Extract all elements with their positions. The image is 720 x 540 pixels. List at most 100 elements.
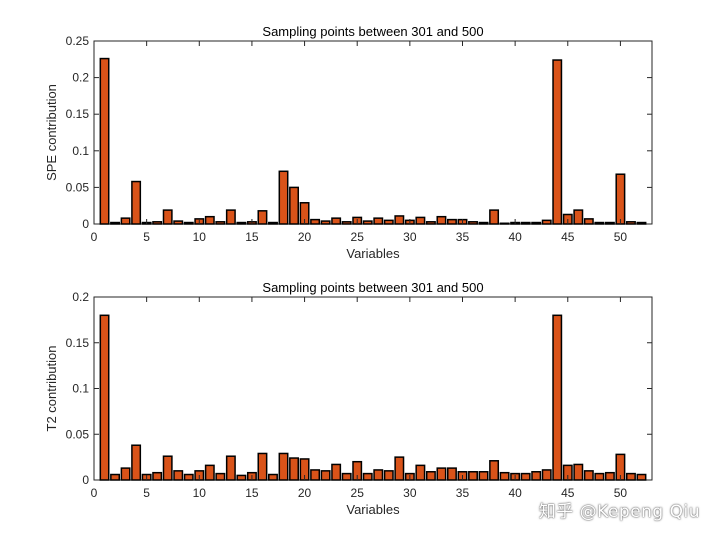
bar-var-11 [204, 464, 215, 481]
bar-var-14 [236, 221, 247, 225]
bar-var-4 [131, 444, 142, 481]
bar-var-34 [447, 218, 457, 225]
y-tick-label: 0.15 [66, 107, 90, 121]
bar-var-32 [425, 471, 436, 481]
y-tick-label: 0.2 [72, 290, 89, 304]
bar-var-44 [552, 314, 563, 481]
y-tick-label: 0.1 [72, 382, 89, 396]
bar-var-36 [468, 221, 478, 225]
x-tick-label: 10 [193, 230, 207, 244]
bar-var-29 [394, 456, 405, 481]
bar-var-18 [278, 170, 289, 225]
t2-contribution-subplot: 0 5 10 15 20 25 30 35 40 45 50 0 0.05 0.1 0.15 0.2 Sampl… [44, 280, 653, 517]
bar-var-37 [478, 221, 489, 225]
bar-var-7 [162, 455, 173, 481]
bar-var-46 [573, 209, 584, 225]
bar-var-1 [99, 314, 110, 481]
bar-var-17 [268, 473, 278, 481]
bar-var-26 [362, 220, 373, 225]
x-tick-label: 25 [351, 230, 365, 244]
x-tick-label: 45 [561, 230, 575, 244]
x-tick-label: 45 [561, 486, 575, 500]
y-tick-label: 0.2 [72, 71, 89, 85]
bar-var-6 [152, 471, 163, 481]
bar-var-47 [583, 218, 594, 225]
x-tick-label: 20 [298, 230, 312, 244]
bar-var-14 [236, 474, 247, 481]
bar-var-27 [373, 217, 384, 225]
x-axis-label: Variables [346, 502, 400, 517]
bar-var-13 [225, 455, 236, 481]
watermark: 知乎 @Kepeng Qiu [538, 502, 700, 522]
bar-var-24 [341, 221, 352, 225]
y-axis-label: T2 contribution [44, 346, 59, 432]
axes-box [93, 40, 653, 225]
bar-var-50 [615, 173, 626, 225]
bar-var-3 [120, 217, 131, 225]
bar-var-42 [531, 471, 542, 481]
x-tick-label: 0 [91, 230, 98, 244]
bar-var-16 [257, 452, 268, 481]
bar-var-43 [541, 469, 552, 481]
bar-var-27 [373, 469, 384, 481]
x-tick-label: 15 [245, 486, 259, 500]
y-tick-label: 0.25 [66, 34, 90, 48]
y-axis-label: SPE contribution [44, 84, 59, 181]
bar-var-31 [415, 464, 426, 481]
bar-var-52 [636, 473, 647, 481]
axes-box [93, 296, 653, 481]
bar-var-48 [594, 221, 605, 225]
bar-var-22 [320, 220, 331, 225]
bar-var-43 [541, 219, 552, 225]
x-tick-label: 25 [351, 486, 365, 500]
bar-var-41 [520, 472, 531, 481]
bar-var-9 [183, 473, 194, 481]
bar-var-34 [447, 467, 457, 481]
bar-var-6 [152, 221, 163, 225]
x-tick-label: 20 [298, 486, 312, 500]
bar-var-39 [499, 471, 510, 481]
bar-var-44 [552, 59, 563, 225]
x-tick-label: 30 [403, 230, 417, 244]
y-tick-label: 0.15 [66, 336, 90, 350]
bar-var-23 [331, 463, 342, 481]
bar-var-16 [257, 210, 268, 225]
bar-var-38 [489, 460, 500, 481]
x-axis-label: Variables [346, 246, 400, 261]
x-tick-label: 5 [143, 230, 150, 244]
bar-var-22 [320, 470, 331, 481]
bar-var-2 [110, 221, 121, 225]
bar-var-38 [489, 209, 500, 225]
bar-var-39 [499, 222, 510, 225]
bar-var-31 [415, 216, 426, 225]
bar-var-11 [204, 215, 215, 225]
y-tick-label: 0 [82, 217, 89, 231]
bar-var-19 [289, 457, 299, 481]
bar-var-1 [99, 57, 110, 225]
bar-var-2 [110, 473, 121, 481]
bar-var-8 [173, 470, 184, 481]
y-tick-label: 0.1 [72, 144, 89, 158]
bar-var-18 [278, 452, 289, 481]
x-tick-label: 30 [403, 486, 417, 500]
bar-var-42 [531, 221, 542, 225]
x-tick-label: 50 [614, 230, 628, 244]
y-tick-label: 0 [82, 473, 89, 487]
bar-var-24 [341, 472, 352, 481]
bar-var-17 [268, 221, 278, 225]
bar-var-28 [383, 219, 394, 225]
bar-var-12 [215, 221, 226, 225]
bar-var-33 [436, 467, 447, 481]
bar-var-37 [478, 471, 489, 481]
y-tick-label: 0.05 [66, 427, 90, 441]
bar-var-19 [289, 186, 299, 225]
bar-var-23 [331, 217, 342, 225]
bar-var-12 [215, 472, 226, 481]
y-tick-label: 0.05 [66, 180, 90, 194]
bar-var-51 [625, 221, 636, 225]
bar-var-8 [173, 220, 184, 225]
chart-title: Sampling points between 301 and 500 [262, 24, 483, 39]
x-tick-label: 40 [508, 486, 522, 500]
bar-var-26 [362, 472, 373, 481]
x-tick-label: 50 [614, 486, 628, 500]
